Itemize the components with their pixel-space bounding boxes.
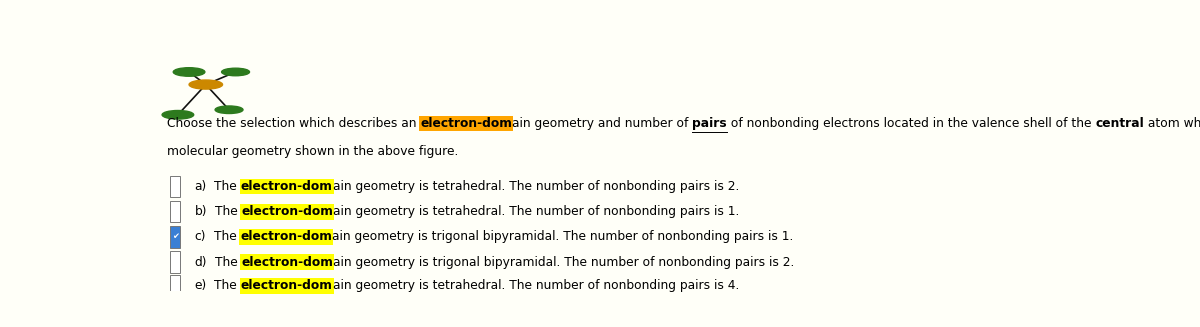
FancyBboxPatch shape — [170, 251, 180, 273]
Text: ain geometry is tetrahedral. The number of nonbonding pairs is 4.: ain geometry is tetrahedral. The number … — [332, 280, 739, 292]
Text: d): d) — [194, 256, 208, 268]
Text: pairs: pairs — [692, 117, 727, 130]
Text: molecular geometry shown in the above figure.: molecular geometry shown in the above fi… — [167, 145, 458, 158]
Text: The: The — [215, 256, 241, 268]
Text: ain geometry is trigonal bipyramidal. The number of nonbonding pairs is 2.: ain geometry is trigonal bipyramidal. Th… — [334, 256, 794, 268]
FancyBboxPatch shape — [170, 176, 180, 197]
FancyBboxPatch shape — [170, 275, 180, 297]
Circle shape — [173, 68, 205, 76]
Text: ain geometry and number of: ain geometry and number of — [512, 117, 692, 130]
Text: atom which is consistent with a molecule having the: atom which is consistent with a molecule… — [1144, 117, 1200, 130]
FancyBboxPatch shape — [170, 226, 180, 248]
Circle shape — [222, 68, 250, 76]
Text: of nonbonding electrons located in the valence shell of the: of nonbonding electrons located in the v… — [727, 117, 1096, 130]
Text: ain geometry is tetrahedral. The number of nonbonding pairs is 1.: ain geometry is tetrahedral. The number … — [334, 205, 739, 218]
Circle shape — [190, 80, 222, 89]
Text: electron-dom: electron-dom — [241, 205, 334, 218]
Text: b): b) — [194, 205, 208, 218]
Text: electron-dom: electron-dom — [240, 231, 332, 243]
Text: ain geometry is tetrahedral. The number of nonbonding pairs is 2.: ain geometry is tetrahedral. The number … — [332, 180, 739, 193]
Text: c): c) — [194, 231, 206, 243]
Text: central: central — [1096, 117, 1144, 130]
Text: Choose the selection which describes an: Choose the selection which describes an — [167, 117, 420, 130]
Text: The: The — [215, 280, 241, 292]
Text: e): e) — [194, 280, 206, 292]
Text: The: The — [214, 231, 240, 243]
Circle shape — [215, 106, 242, 113]
Circle shape — [162, 111, 193, 119]
Text: The: The — [215, 180, 241, 193]
Text: electron-dom: electron-dom — [420, 117, 512, 130]
Text: electron-dom: electron-dom — [241, 256, 334, 268]
Text: The: The — [215, 205, 241, 218]
Text: electron-dom: electron-dom — [241, 180, 332, 193]
Text: ain geometry is trigonal bipyramidal. The number of nonbonding pairs is 1.: ain geometry is trigonal bipyramidal. Th… — [332, 231, 793, 243]
Text: electron-dom: electron-dom — [241, 280, 332, 292]
FancyBboxPatch shape — [170, 201, 180, 222]
Text: a): a) — [194, 180, 206, 193]
Text: ✔: ✔ — [172, 232, 179, 241]
